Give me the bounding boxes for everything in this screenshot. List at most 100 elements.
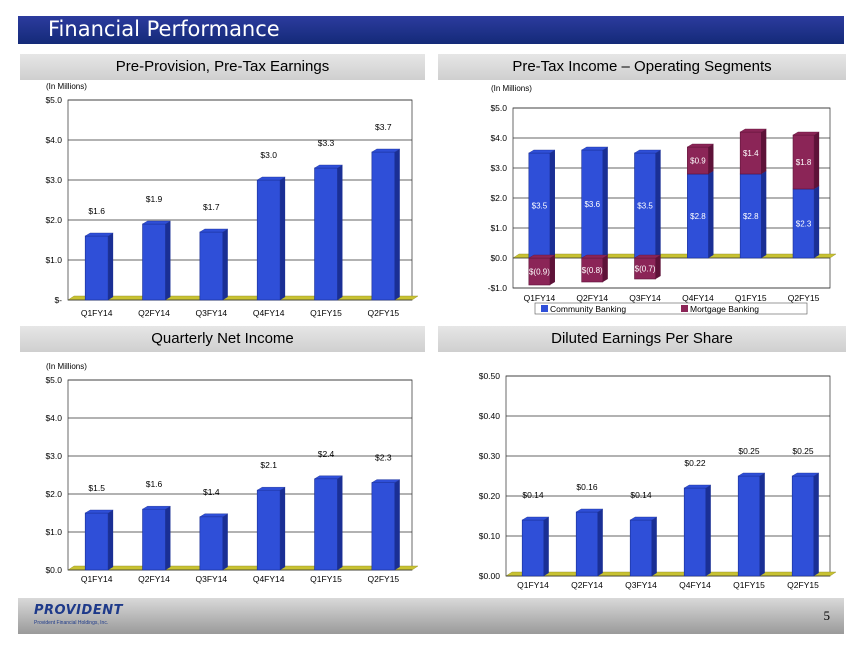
bar-mortgage-banking-top	[633, 254, 662, 259]
data-label: $(0.8)	[582, 266, 603, 275]
bar	[84, 235, 109, 301]
y-tick-label: $1.0	[490, 223, 507, 233]
bar	[142, 223, 166, 301]
bar-top	[791, 472, 820, 477]
x-tick-label: Q2FY15	[368, 308, 400, 318]
bar-top	[371, 148, 401, 153]
bar-community-banking-top	[580, 146, 609, 151]
bar-mortgage-banking-side	[602, 255, 608, 282]
x-tick-label: Q3FY14	[625, 580, 657, 590]
bar-community-banking-side	[708, 171, 714, 258]
y-tick-label: $0.00	[479, 571, 501, 581]
y-tick-label: $0.20	[479, 491, 501, 501]
chart-floor	[512, 253, 837, 259]
bar	[199, 516, 224, 571]
x-tick-label: Q2FY14	[138, 574, 170, 584]
data-label: $1.6	[88, 206, 105, 216]
bar-side	[108, 233, 114, 300]
net-income-chart: (In Millions) $0.0 $1.0 $2.0 $3.0 $4.0 $5.0 Q1F…	[45, 362, 419, 584]
bar-side	[394, 479, 400, 570]
data-label: $3.7	[375, 122, 392, 132]
company-logo: PROVIDENT Provident Financial Holdings, …	[26, 601, 136, 631]
bar	[84, 512, 109, 571]
y-tick-label: $2.0	[45, 215, 62, 225]
x-tick-label: Q3FY14	[629, 293, 661, 303]
chart-floor	[505, 571, 837, 577]
data-label: $3.3	[318, 138, 335, 148]
bar-side	[165, 506, 171, 570]
data-label: $(0.7)	[635, 265, 656, 274]
footer-bar: PROVIDENT Provident Financial Holdings, …	[18, 598, 844, 634]
bar-community-banking-top	[528, 149, 556, 154]
bar-side	[813, 473, 819, 576]
bar-side	[759, 473, 765, 576]
x-tick-label: Q1FY14	[524, 293, 556, 303]
chart-title-eps: Diluted Earnings Per Share	[438, 326, 846, 352]
data-label: $0.14	[630, 490, 652, 500]
data-label: $2.3	[375, 453, 392, 463]
bar-side	[543, 517, 549, 576]
logo-subtext: Provident Financial Holdings, Inc.	[34, 620, 109, 626]
bar-community-banking-side	[761, 171, 767, 258]
chart-floor	[67, 295, 419, 301]
bar-side	[337, 475, 343, 570]
bar-side	[597, 509, 603, 576]
y-tick-label: $0.50	[479, 371, 501, 381]
bar-community-banking-side	[655, 150, 661, 258]
page-number: 5	[823, 608, 831, 623]
y-tick-label: $1.0	[45, 527, 62, 537]
x-tick-label: Q4FY14	[253, 308, 285, 318]
y-tick-label: $0.30	[479, 451, 501, 461]
bar	[371, 482, 396, 571]
plot-area	[67, 379, 413, 571]
data-label: $(0.9)	[529, 268, 550, 277]
x-tick-label: Q3FY14	[196, 308, 228, 318]
x-tick-label: Q2FY15	[788, 293, 820, 303]
x-tick-label: Q4FY14	[682, 293, 714, 303]
x-tick-label: Q1FY14	[81, 308, 113, 318]
data-label: $2.8	[743, 212, 759, 221]
y-tick-label: $4.0	[45, 135, 62, 145]
y-tick-label: $5.0	[45, 95, 62, 105]
plot-area	[67, 99, 413, 301]
bar	[629, 519, 653, 577]
bar-side	[165, 221, 171, 300]
legend-box	[534, 302, 808, 315]
bar	[791, 475, 815, 577]
y-tick-label: $0.40	[479, 411, 501, 421]
y-tick-label: $-	[54, 295, 62, 305]
bar	[575, 511, 599, 577]
slide-title: Financial Performance	[48, 17, 280, 41]
segments-chart: (In Millions) -$1.0 $0.0 $1.0 $2.0 $3.0 $4.0 $5…	[488, 84, 837, 315]
bar-top	[199, 228, 229, 233]
bar-mortgage-banking-top	[739, 128, 768, 133]
data-label: $2.8	[690, 212, 706, 221]
legend-label: Community Banking	[550, 304, 626, 314]
data-label: $3.0	[260, 150, 277, 160]
x-tick-label: Q1FY15	[733, 580, 765, 590]
bar-mortgage-banking-side	[814, 132, 820, 189]
y-tick-label: $4.0	[490, 133, 507, 143]
unit-label: (In Millions)	[46, 362, 87, 371]
bar	[314, 478, 338, 571]
data-label: $0.14	[522, 490, 544, 500]
bar-top	[199, 513, 229, 518]
x-tick-label: Q2FY15	[787, 580, 819, 590]
bar-top	[84, 232, 114, 237]
y-tick-label: $5.0	[490, 103, 507, 113]
y-tick-label: $0.0	[45, 565, 62, 575]
bar-mortgage-banking-top	[580, 254, 609, 259]
bar	[256, 489, 281, 571]
bar	[683, 487, 707, 577]
x-tick-label: Q2FY14	[576, 293, 608, 303]
y-tick-label: $2.0	[490, 193, 507, 203]
bar-top	[313, 475, 344, 480]
data-label: $1.8	[796, 158, 812, 167]
x-tick-label: Q1FY15	[310, 574, 342, 584]
x-tick-label: Q2FY14	[138, 308, 170, 318]
bar-mortgage-banking-side	[655, 255, 661, 279]
bar-side	[337, 165, 343, 300]
bar-top	[141, 505, 172, 510]
bar	[521, 519, 545, 577]
bar-side	[222, 513, 228, 570]
